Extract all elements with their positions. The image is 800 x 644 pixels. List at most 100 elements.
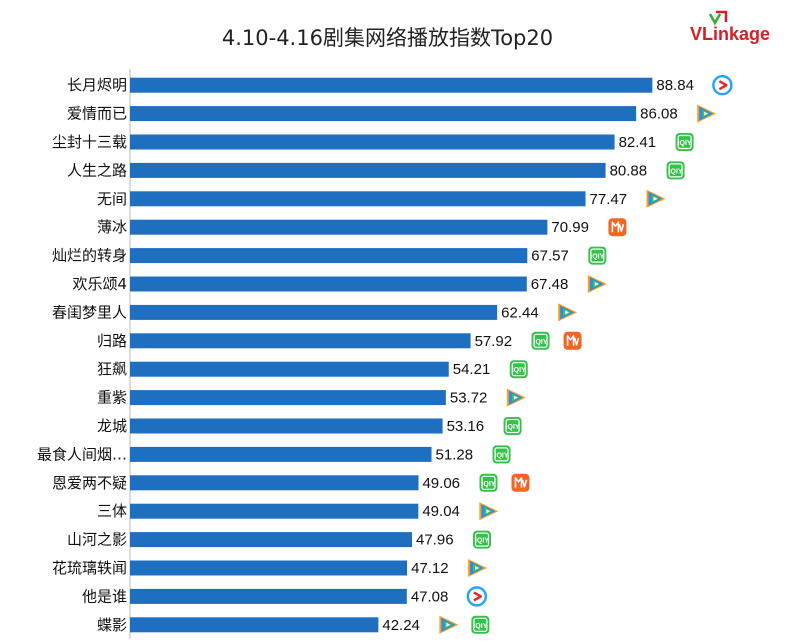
category-label: 归路 bbox=[97, 332, 127, 350]
category-label: 三体 bbox=[97, 502, 127, 520]
bar bbox=[130, 219, 548, 235]
iqiyi-icon: iQIY bbox=[479, 473, 498, 492]
svg-text:iQIY: iQIY bbox=[475, 538, 489, 545]
value-label: 62.44 bbox=[501, 304, 539, 321]
svg-text:iQIY: iQIY bbox=[669, 168, 683, 175]
value-label: 57.92 bbox=[475, 333, 513, 350]
bar bbox=[130, 276, 527, 292]
category-label: 他是谁 bbox=[82, 587, 127, 605]
vlinkage-logo: VLinkage bbox=[690, 10, 780, 50]
value-label: 54.21 bbox=[453, 361, 491, 378]
svg-text:iQIY: iQIY bbox=[590, 254, 604, 261]
category-label: 爱情而已 bbox=[67, 105, 127, 123]
value-label: 67.48 bbox=[531, 276, 569, 293]
category-label: 无间 bbox=[97, 190, 127, 208]
category-label: 最食人间烟… bbox=[37, 445, 127, 463]
bar bbox=[130, 248, 528, 264]
bar bbox=[130, 475, 419, 491]
bar bbox=[130, 106, 637, 122]
mgtv-icon bbox=[511, 473, 530, 492]
bar-row: 尘封十三载 82.41 bbox=[52, 133, 656, 151]
svg-text:iQIY: iQIY bbox=[678, 140, 692, 147]
category-label: 花琉璃轶闻 bbox=[52, 559, 127, 577]
logo-rest: Linkage bbox=[702, 24, 771, 44]
bar-row: 最食人间烟… 51.28 bbox=[37, 445, 473, 463]
value-label: 82.41 bbox=[619, 134, 657, 151]
category-label: 灿烂的转身 bbox=[52, 247, 127, 265]
svg-text:iQIY: iQIY bbox=[481, 481, 495, 488]
bar bbox=[130, 333, 471, 349]
value-label: 47.12 bbox=[411, 560, 449, 577]
iqiyi-icon: iQIY bbox=[666, 161, 685, 180]
bar-row: 山河之影 47.96 bbox=[67, 531, 454, 549]
category-label: 山河之影 bbox=[67, 531, 127, 549]
bar bbox=[130, 191, 586, 207]
bar bbox=[130, 390, 446, 406]
bar bbox=[130, 361, 449, 377]
mgtv-icon bbox=[608, 218, 627, 237]
category-label: 尘封十三载 bbox=[52, 133, 127, 151]
category-label: 龙城 bbox=[97, 417, 127, 435]
bar bbox=[130, 418, 443, 434]
svg-text:iQIY: iQIY bbox=[512, 367, 526, 374]
value-label: 86.08 bbox=[640, 106, 678, 123]
tencent-icon bbox=[558, 303, 578, 322]
tencent-icon bbox=[468, 559, 488, 577]
bar bbox=[130, 617, 379, 633]
bar-row: 薄冰 70.99 bbox=[97, 218, 589, 236]
bar bbox=[130, 560, 408, 576]
category-label: 长月烬明 bbox=[67, 76, 127, 94]
bar bbox=[130, 77, 653, 93]
value-label: 49.04 bbox=[422, 503, 460, 520]
logo-mark-icon bbox=[708, 10, 728, 26]
iqiyi-icon: iQIY bbox=[509, 360, 528, 379]
category-label: 薄冰 bbox=[97, 218, 127, 236]
bar-row: 灿烂的转身 67.57 bbox=[52, 247, 569, 265]
iqiyi-icon: iQIY bbox=[675, 133, 694, 151]
bar-row: 他是谁 47.08 bbox=[82, 587, 448, 605]
bar-row: 春闺梦里人 62.44 bbox=[52, 303, 539, 321]
tencent-icon bbox=[479, 502, 499, 521]
youku-icon bbox=[466, 586, 488, 607]
bar bbox=[130, 446, 432, 462]
bar bbox=[130, 162, 606, 178]
tencent-icon bbox=[439, 615, 459, 634]
value-label: 70.99 bbox=[551, 219, 589, 236]
bar-row: 龙城 53.16 bbox=[97, 417, 484, 435]
logo-v: V bbox=[690, 24, 703, 44]
bar-row: 爱情而已 86.08 bbox=[67, 105, 678, 123]
bar-row: 重紫 53.72 bbox=[97, 389, 487, 407]
iqiyi-icon: iQIY bbox=[531, 331, 550, 350]
category-label: 重紫 bbox=[97, 389, 127, 407]
value-label: 77.47 bbox=[590, 191, 628, 208]
logo-text: VLinkage bbox=[690, 24, 770, 45]
category-label: 狂飙 bbox=[97, 360, 127, 378]
value-label: 67.57 bbox=[531, 248, 569, 265]
iqiyi-icon: iQIY bbox=[503, 417, 522, 435]
bar-row: 三体 49.04 bbox=[97, 502, 460, 520]
svg-text:iQIY: iQIY bbox=[506, 424, 520, 431]
tencent-icon bbox=[697, 104, 717, 123]
tencent-icon bbox=[587, 275, 607, 293]
mgtv-icon bbox=[563, 331, 582, 350]
category-label: 蝶影 bbox=[97, 616, 127, 634]
iqiyi-icon: iQIY bbox=[588, 246, 607, 265]
value-label: 88.84 bbox=[656, 77, 694, 94]
value-label: 47.08 bbox=[411, 588, 449, 605]
value-label: 49.06 bbox=[422, 475, 460, 492]
tencent-icon bbox=[506, 388, 526, 407]
iqiyi-icon: iQIY bbox=[471, 615, 490, 634]
svg-text:iQIY: iQIY bbox=[495, 452, 509, 459]
bar-row: 长月烬明 88.84 bbox=[67, 76, 694, 94]
bar-row: 归路 57.92 bbox=[97, 332, 512, 350]
value-label: 42.24 bbox=[382, 617, 420, 634]
category-label: 春闺梦里人 bbox=[52, 303, 127, 321]
bar-row: 恩爱两不疑 49.06 bbox=[52, 474, 460, 492]
bar-row: 无间 77.47 bbox=[97, 190, 627, 208]
bar-row: 人生之路 80.88 bbox=[67, 161, 647, 179]
bar bbox=[130, 532, 413, 548]
svg-text:iQIY: iQIY bbox=[473, 623, 487, 630]
tencent-icon bbox=[646, 189, 666, 208]
bar bbox=[130, 304, 498, 320]
